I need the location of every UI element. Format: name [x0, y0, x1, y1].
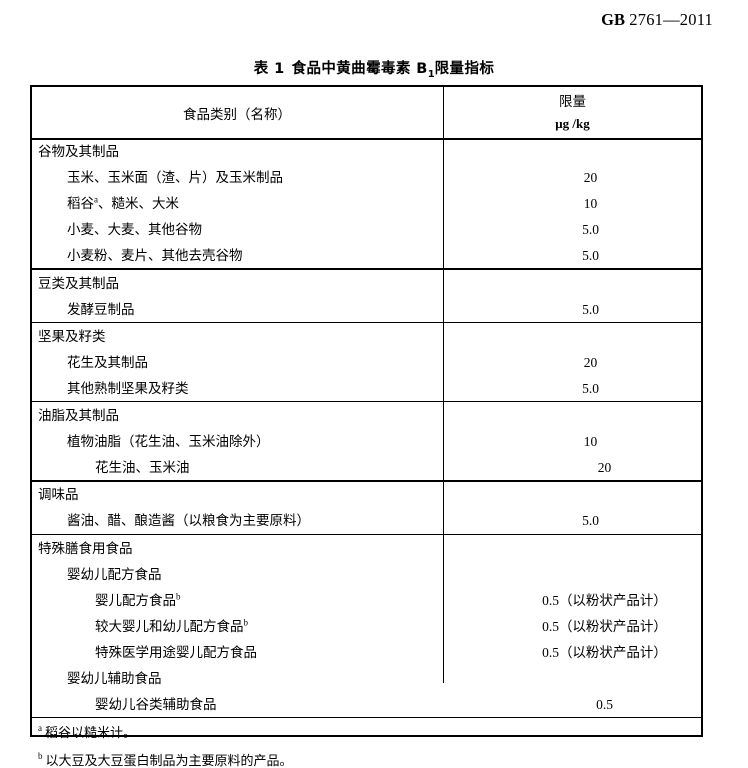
table-row: 花生油、玉米油 20: [31, 455, 702, 481]
table-row: 较大婴儿和幼儿配方食品b 0.5（以粉状产品计）: [31, 614, 702, 640]
table-row: 发酵豆制品 5.0: [31, 296, 702, 322]
table-label: 表 1: [253, 61, 285, 77]
section-rule-4: [30, 480, 703, 482]
cell-limit-value: 5.0: [582, 513, 599, 529]
cell-category: 婴幼儿谷类辅助食品: [95, 696, 217, 712]
standard-prefix: GB: [601, 10, 625, 29]
standard-number-header: GB 2761—2011: [601, 10, 713, 30]
table-title: 表 1 食品中黄曲霉毒素 B1限量指标: [0, 57, 748, 80]
cell-limit-value: 20: [597, 460, 612, 476]
table-row: 婴幼儿谷类辅助食品 0.5: [31, 692, 702, 718]
cell-limit-value: 0.5（以粉状产品计）: [542, 644, 667, 660]
cell-limit-value: 5.0: [582, 222, 599, 238]
header-cell-limit: 限量 μg /kg: [443, 91, 702, 135]
cell-limit-value: 10: [583, 196, 598, 212]
footnote-b: b 以大豆及大豆蛋白制品为主要原料的产品。: [38, 751, 293, 768]
section-rule-3: [30, 400, 703, 403]
section-rule-2: [30, 321, 703, 323]
table-row: 调味品: [31, 482, 702, 508]
cell-category: 较大婴儿和幼儿配方食品b: [95, 617, 249, 634]
cell-limit-value: 5.0: [582, 248, 599, 264]
cell-category: 发酵豆制品: [67, 301, 135, 317]
cell-limit-value: 10: [583, 434, 598, 450]
cell-limit-value: 0.5（以粉状产品计）: [542, 592, 667, 608]
footnote-marker: a: [94, 194, 98, 205]
cell-category: 特殊膳食用食品: [38, 540, 133, 556]
footnote-a: a 稻谷以糙米计。: [38, 723, 137, 740]
cell-limit-value: 5.0: [582, 380, 599, 396]
table-row: 特殊医学用途婴儿配方食品 0.5（以粉状产品计）: [31, 640, 702, 666]
cell-category: 其他熟制坚果及籽类: [67, 380, 189, 396]
table-row: 酱油、醋、酿造酱（以粮食为主要原料） 5.0: [31, 508, 702, 534]
cell-category: 植物油脂（花生油、玉米油除外）: [67, 434, 270, 450]
footnote-marker: b: [38, 751, 43, 762]
table-border-top: [30, 85, 703, 87]
cell-category: 婴儿配方食品b: [95, 591, 181, 608]
cell-category: 豆类及其制品: [38, 275, 119, 291]
table-border-bottom: [30, 735, 703, 737]
footnote-rule: [30, 716, 703, 719]
table-header-rule: [30, 138, 703, 140]
table-row: 特殊膳食用食品: [31, 536, 702, 562]
cell-limit-value: 0.5（以粉状产品计）: [542, 618, 667, 634]
table-border-right: [701, 85, 703, 737]
table-row: 花生及其制品 20: [31, 350, 702, 376]
cell-limit-value: 0.5: [596, 696, 613, 712]
cell-category: 特殊医学用途婴儿配方食品: [95, 644, 257, 660]
table-row: 其他熟制坚果及籽类 5.0: [31, 376, 702, 402]
section-rule-1: [30, 268, 703, 270]
cell-category: 小麦粉、麦片、其他去壳谷物: [67, 248, 243, 264]
table-row: 稻谷a、糙米、大米 10: [31, 191, 702, 217]
cell-category: 酱油、醋、酿造酱（以粮食为主要原料）: [67, 513, 310, 529]
table-title-tail: 限量指标: [434, 61, 495, 77]
table-header-row: 食品类别（名称） 限量 μg /kg: [31, 86, 702, 139]
cell-category: 小麦、大麦、其他谷物: [67, 222, 202, 238]
section-rule-5: [30, 533, 703, 535]
header-cell-category: 食品类别（名称）: [183, 106, 291, 122]
table-row: 玉米、玉米面（渣、片）及玉米制品 20: [31, 165, 702, 191]
table-column-divider: [443, 85, 445, 683]
cell-category: 油脂及其制品: [38, 408, 119, 424]
footnote-marker: b: [243, 617, 249, 628]
table-row: 小麦粉、麦片、其他去壳谷物 5.0: [31, 243, 702, 269]
cell-category: 调味品: [38, 487, 79, 503]
table-title-main: 食品中黄曲霉毒素 B: [291, 61, 428, 77]
footnote-text: 以大豆及大豆蛋白制品为主要原料的产品。: [45, 752, 293, 768]
table-row: 坚果及籽类: [31, 324, 702, 350]
cell-limit-value: 20: [583, 170, 598, 186]
cell-category: 稻谷a、糙米、大米: [67, 194, 179, 212]
header-limit-unit: μg /kg: [555, 115, 590, 131]
table-row: 植物油脂（花生油、玉米油除外） 10: [31, 429, 702, 455]
footnote-marker: a: [38, 723, 42, 734]
header-limit-label: 限量: [559, 93, 586, 109]
table-border-left: [30, 85, 32, 737]
table-row: 婴儿配方食品b 0.5（以粉状产品计）: [31, 588, 702, 614]
table-row: 婴幼儿辅助食品: [31, 666, 702, 692]
table-title-subscript: 1: [427, 68, 435, 80]
table-row: 豆类及其制品: [31, 270, 702, 296]
table-row: 谷物及其制品: [31, 139, 702, 165]
cell-category: 花生及其制品: [67, 354, 148, 370]
footnote-marker: b: [176, 591, 181, 602]
cell-category: 婴幼儿配方食品: [67, 566, 162, 582]
cell-category: 坚果及籽类: [38, 328, 106, 344]
cell-limit-value: 20: [583, 354, 598, 370]
cell-category: 婴幼儿辅助食品: [67, 670, 162, 686]
table-row: 婴幼儿配方食品: [31, 562, 702, 588]
cell-category: 花生油、玉米油: [95, 460, 190, 476]
cell-limit-value: 5.0: [582, 301, 599, 317]
footnote-text: 稻谷以糙米计。: [45, 724, 137, 740]
cell-category: 玉米、玉米面（渣、片）及玉米制品: [67, 170, 283, 186]
standard-number: 2761—2011: [629, 10, 713, 29]
cell-category: 谷物及其制品: [38, 144, 119, 160]
table-row: 小麦、大麦、其他谷物 5.0: [31, 217, 702, 243]
table-row: 油脂及其制品: [31, 403, 702, 429]
